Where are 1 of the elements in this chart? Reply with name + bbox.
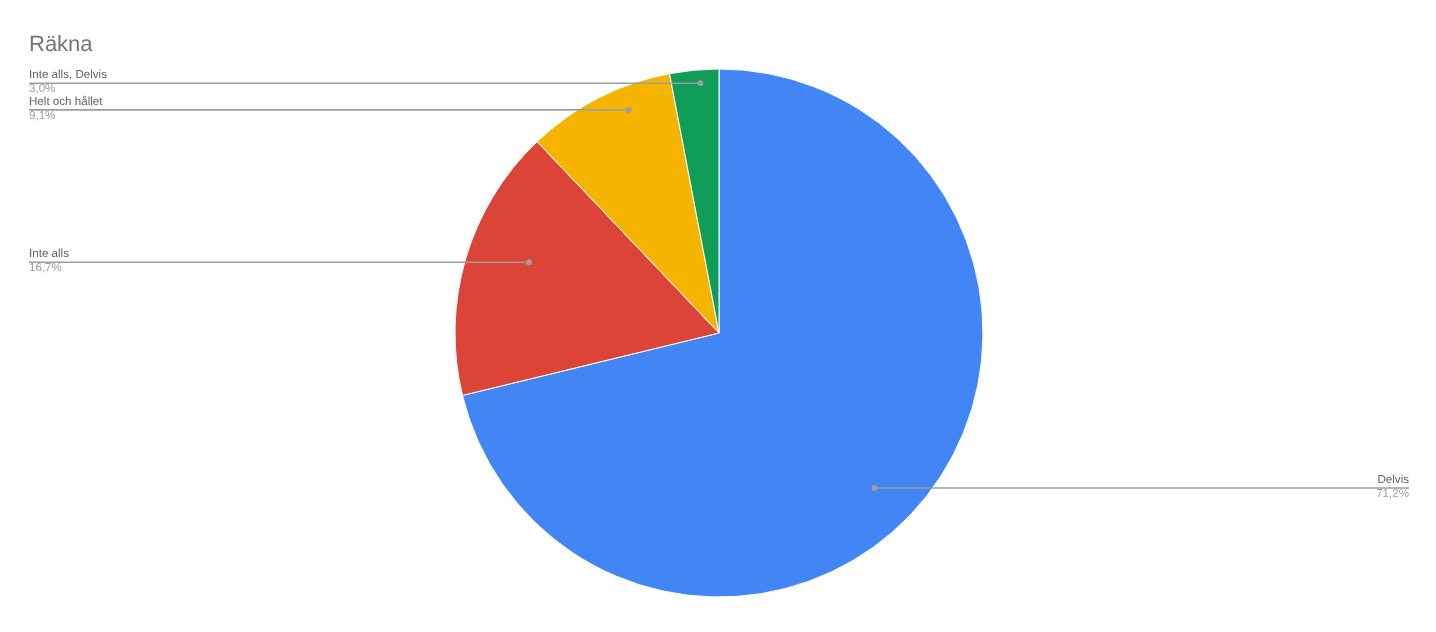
chart-title: Räkna — [29, 33, 95, 57]
